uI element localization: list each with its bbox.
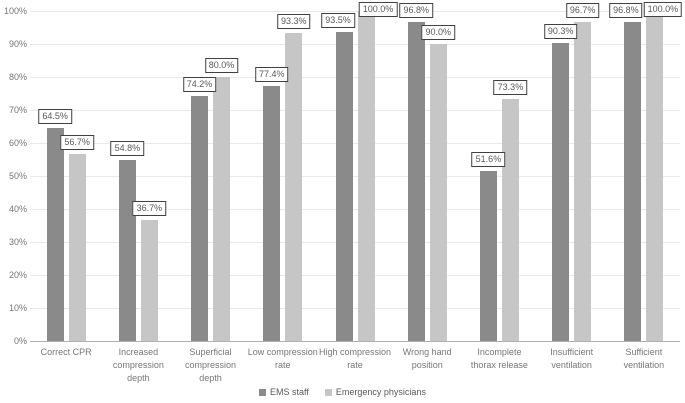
- bar-value-label: 93.5%: [321, 13, 355, 29]
- bar: [501, 99, 519, 341]
- bar: [574, 21, 592, 341]
- y-tick-label: 90%: [8, 39, 27, 49]
- bar: [624, 21, 642, 341]
- legend-marker: [324, 388, 332, 396]
- legend: EMS staff Emergency physicians: [0, 387, 685, 397]
- bar-value-label: 54.8%: [110, 141, 145, 157]
- bar: [118, 160, 136, 341]
- bar-value-label: 100.0%: [643, 2, 683, 17]
- bar: [263, 85, 281, 341]
- y-tick-label: 30%: [8, 237, 27, 247]
- x-category-label: Insufficient ventilation: [550, 347, 594, 370]
- legend-label: Emergency physicians: [335, 387, 426, 397]
- x-category-label: Increased compression depth: [112, 347, 164, 383]
- bar-value-label: 100.0%: [358, 2, 398, 17]
- bar: [140, 219, 158, 341]
- gridline: [30, 275, 680, 276]
- gridline: [30, 44, 680, 45]
- x-axis-line: [30, 341, 680, 342]
- gridline: [30, 176, 680, 177]
- x-category-label: Sufficient ventilation: [623, 347, 665, 370]
- gridline: [30, 11, 680, 12]
- x-category-label: High compression rate: [318, 347, 392, 370]
- bar: [213, 77, 231, 341]
- y-tick-label: 100%: [3, 6, 27, 16]
- bar: [479, 170, 497, 341]
- y-tick-label: 0%: [13, 336, 27, 346]
- bar: [68, 153, 86, 341]
- bar: [285, 33, 303, 341]
- gridline: [30, 209, 680, 210]
- y-tick-label: 60%: [8, 138, 27, 148]
- y-tick-label: 20%: [8, 270, 27, 280]
- bar-value-label: 90.0%: [421, 25, 455, 40]
- bar-value-label: 56.7%: [60, 134, 94, 150]
- legend-marker: [259, 388, 267, 396]
- y-tick-label: 40%: [8, 204, 27, 214]
- bar-value-label: 77.4%: [255, 66, 289, 82]
- gridline: [30, 110, 680, 111]
- legend-item-emergency-physicians: Emergency physicians: [324, 387, 426, 397]
- bar: [407, 21, 425, 341]
- gridline: [30, 308, 680, 309]
- legend-item-ems-staff: EMS staff: [259, 387, 309, 397]
- bar-value-label: 96.8%: [609, 2, 643, 18]
- legend-label: EMS staff: [270, 387, 309, 397]
- bar-value-label: 96.8%: [399, 2, 433, 18]
- x-category-label: Superficial compression depth: [185, 347, 237, 383]
- bar-value-label: 96.7%: [565, 2, 600, 18]
- x-category-label: Correct CPR: [40, 347, 92, 357]
- bar-value-label: 80.0%: [204, 58, 239, 73]
- bar: [552, 43, 570, 341]
- bar-value-label: 93.3%: [277, 14, 311, 30]
- y-tick-label: 10%: [8, 303, 27, 313]
- bar-value-label: 64.5%: [38, 109, 72, 125]
- x-category-label: Incomplete thorax release: [470, 347, 528, 370]
- bar: [357, 11, 375, 341]
- y-tick-label: 50%: [8, 171, 27, 181]
- bar-value-label: 74.2%: [182, 77, 217, 93]
- gridline: [30, 143, 680, 144]
- bar: [46, 128, 64, 341]
- gridline: [30, 77, 680, 78]
- bar-value-label: 36.7%: [132, 200, 167, 216]
- gridline: [30, 242, 680, 243]
- bar-value-label: 90.3%: [543, 24, 578, 39]
- x-category-label: Wrong hand position: [402, 347, 452, 370]
- y-tick-label: 70%: [8, 105, 27, 115]
- bar: [646, 11, 664, 341]
- bar: [429, 44, 447, 341]
- bar: [335, 32, 353, 341]
- bar: [191, 96, 209, 341]
- y-tick-label: 80%: [8, 72, 27, 82]
- bar-value-label: 73.3%: [493, 80, 528, 96]
- x-category-label: Low compression rate: [247, 347, 318, 370]
- bar-value-label: 51.6%: [471, 151, 506, 167]
